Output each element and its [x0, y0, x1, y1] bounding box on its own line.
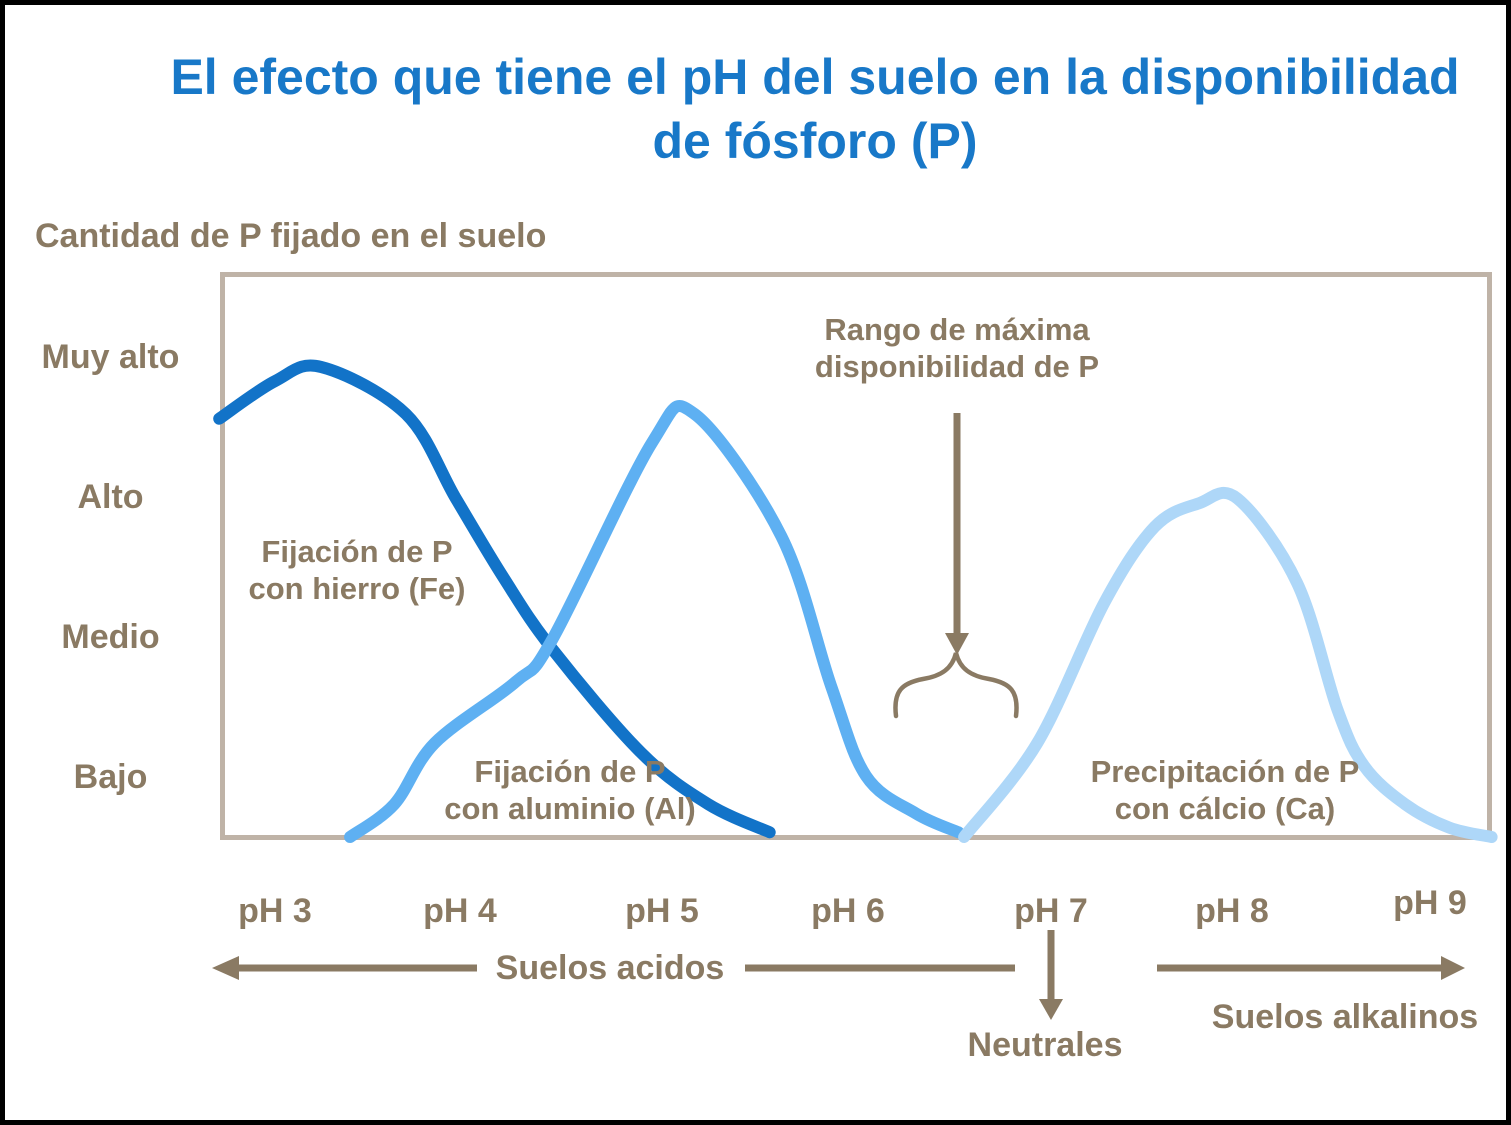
label-curve-ca: Precipitación de P con cálcio (Ca)	[1060, 753, 1390, 827]
y-tick-muy-alto: Muy alto	[41, 338, 180, 376]
label-curve-fe-line2: con hierro (Fe)	[248, 571, 466, 606]
alkaline-soils-label: Suelos alkalinos	[1211, 998, 1479, 1036]
y-tick-bajo: Bajo	[73, 758, 148, 796]
label-curve-al-line1: Fijación de P	[474, 754, 666, 789]
max-availability-line1: Rango de máxima	[824, 312, 1090, 347]
x-tick-ph9: pH 9	[1393, 884, 1467, 922]
x-tick-ph7: pH 7	[1014, 892, 1088, 930]
x-tick-ph5: pH 5	[625, 892, 699, 930]
x-tick-ph4: pH 4	[423, 892, 497, 930]
label-curve-ca-line1: Precipitación de P	[1090, 754, 1360, 789]
label-curve-fe-line1: Fijación de P	[261, 534, 453, 569]
x-tick-ph3: pH 3	[238, 892, 312, 930]
label-curve-al-line2: con aluminio (Al)	[444, 791, 696, 826]
y-tick-medio: Medio	[61, 618, 160, 656]
label-curve-al: Fijación de P con aluminio (Al)	[420, 753, 720, 827]
neutral-down-arrowhead	[1039, 999, 1063, 1020]
page-title: El efecto que tiene el pH del suelo en l…	[115, 45, 1506, 173]
y-tick-alto: Alto	[77, 478, 144, 516]
acid-soils-label: Suelos acidos	[495, 949, 725, 987]
max-availability-line2: disponibilidad de P	[814, 349, 1100, 384]
x-tick-ph8: pH 8	[1195, 892, 1269, 930]
label-curve-ca-line2: con cálcio (Ca)	[1114, 791, 1336, 826]
x-tick-ph6: pH 6	[811, 892, 885, 930]
page-title-line1: El efecto que tiene el pH del suelo en l…	[170, 49, 1460, 105]
label-curve-fe: Fijación de P con hierro (Fe)	[217, 533, 497, 607]
alkaline-soils-arrowhead	[1441, 956, 1465, 980]
y-axis-caption: Cantidad de P fijado en el suelo	[35, 217, 547, 255]
neutral-soils-label: Neutrales	[967, 1026, 1123, 1064]
max-availability-annotation: Rango de máxima disponibilidad de P	[782, 311, 1132, 385]
page-title-line2: de fósforo (P)	[652, 113, 978, 169]
acid-soils-arrowhead	[212, 956, 239, 980]
